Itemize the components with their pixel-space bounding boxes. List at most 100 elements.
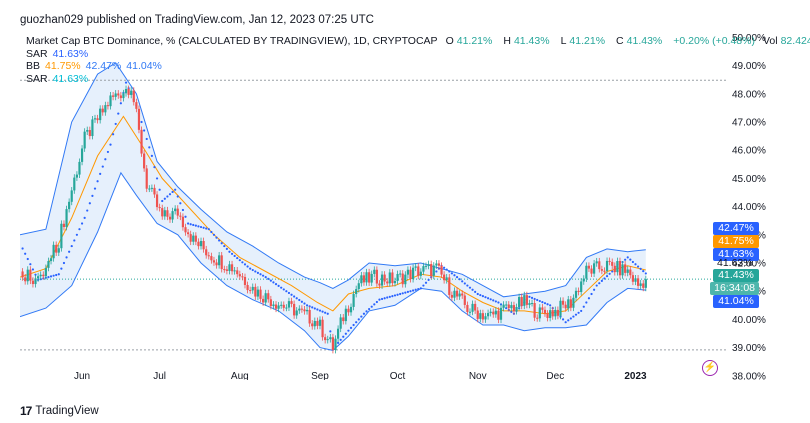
sar-dot	[463, 282, 466, 285]
vol-label: Vol	[762, 35, 778, 47]
footer-brand: 17 TradingView	[20, 404, 99, 418]
sar-dot	[631, 260, 635, 264]
sar-dot	[383, 297, 386, 300]
sar-dot	[329, 330, 332, 333]
sar-dot	[644, 272, 647, 275]
candle-body	[580, 281, 583, 293]
sar-dot	[31, 268, 35, 271]
sar-dot	[57, 273, 60, 276]
sar-dot	[109, 143, 112, 146]
sar-value: 41.63%	[52, 47, 89, 60]
chart-area[interactable]: 50.00% 49.00% 48.00% 47.00% 46.00% 45.00% 44.0…	[20, 29, 802, 380]
legend-bb-row[interactable]: BB 41.75% 42.47% 41.04%	[26, 60, 810, 73]
bb-lower-value: 41.04%	[126, 60, 162, 72]
candle-body	[150, 187, 153, 189]
candle-body	[207, 255, 210, 257]
sar2-value: 41.63%	[52, 72, 89, 85]
sar-dot	[246, 265, 249, 268]
sar-dot	[386, 296, 389, 299]
candle-body	[161, 208, 164, 217]
tradingview-logo-icon: 17	[20, 404, 32, 418]
legend-sar-row[interactable]: SAR 41.63%	[26, 48, 810, 61]
candle-body	[210, 256, 213, 261]
lightning-icon[interactable]: ⚡	[702, 360, 718, 376]
candle-body	[305, 309, 309, 312]
candle-body	[236, 270, 239, 275]
sar-dot	[153, 166, 156, 169]
sar-dot	[634, 263, 637, 266]
sar-dot	[181, 208, 185, 212]
candle-body	[512, 305, 516, 312]
candle-body	[448, 277, 451, 295]
legend-sar2-row[interactable]: SAR 41.63%	[26, 73, 810, 86]
y-tick-label: 47.00%	[732, 118, 766, 129]
sar-dot	[536, 298, 539, 302]
candle-body	[197, 241, 200, 247]
candle-body	[106, 105, 110, 107]
sar-dot	[256, 271, 260, 274]
sar-dot	[179, 202, 182, 205]
sar-dot	[52, 274, 55, 277]
candle-body	[572, 297, 575, 308]
sar-dot	[73, 239, 76, 242]
sar-dot	[593, 288, 596, 291]
sar-dot	[259, 273, 262, 276]
sar-dot	[111, 133, 115, 136]
sar-dot	[435, 270, 438, 273]
candle-body	[437, 263, 441, 266]
candle-body	[228, 264, 231, 271]
candle-body	[479, 313, 482, 319]
candle-body	[189, 234, 192, 242]
y-tick-label: 48.00%	[732, 89, 766, 100]
x-tick-label: Jul	[153, 371, 166, 380]
sar-dot	[399, 292, 402, 296]
sar-dot	[595, 284, 598, 287]
candle-body	[502, 304, 505, 308]
sar-dot	[574, 313, 578, 316]
x-tick-label: Jun	[74, 371, 90, 380]
sar-label: SAR	[26, 47, 48, 60]
candle-body	[463, 295, 466, 305]
x-tick-label: Oct	[390, 371, 406, 380]
sar-dot	[223, 244, 226, 248]
sar2-label: SAR	[26, 72, 48, 85]
bb-lower-line	[20, 171, 646, 351]
chart-legend: Market Cap BTC Dominance, % (CALCULATED …	[26, 35, 810, 85]
sar-dot	[549, 304, 552, 307]
sar-dot	[561, 318, 565, 321]
bb-basis-value: 41.75%	[45, 60, 81, 72]
sar-dot	[91, 194, 94, 198]
candle-body	[388, 272, 391, 284]
candle-body	[636, 278, 640, 286]
candle-body	[140, 129, 143, 154]
sar-dot	[476, 292, 479, 296]
candle-body	[499, 307, 503, 320]
sar-dot	[510, 310, 513, 313]
sar-dot	[207, 228, 210, 231]
price-chart[interactable]: 50.00% 49.00% 48.00% 47.00% 46.00% 45.00% 44.0…	[20, 29, 802, 380]
sar-dot	[543, 302, 547, 305]
y-tick-label: 49.00%	[732, 61, 766, 72]
low-value: 41.21%	[569, 35, 606, 47]
candle-body	[406, 269, 410, 275]
sar-dot	[99, 172, 102, 176]
sar-dot	[528, 295, 531, 298]
candle-body	[269, 299, 272, 307]
sar-dot	[238, 259, 241, 262]
candle-body	[414, 266, 417, 268]
y-tick-label: 44.00%	[732, 202, 766, 213]
sar-dot	[261, 274, 265, 277]
high-label: H	[503, 35, 511, 47]
symbol-title[interactable]: Market Cap BTC Dominance, % (CALCULATED …	[26, 35, 438, 47]
candle-body	[37, 276, 40, 279]
sar-dot	[80, 222, 84, 225]
sar-dot	[411, 289, 415, 292]
candle-body	[538, 307, 541, 319]
sar-dot	[78, 228, 81, 231]
candle-body	[432, 265, 435, 276]
y-tick-label: 50.00%	[732, 33, 766, 44]
candle-body	[24, 277, 27, 282]
sar-dot	[60, 267, 63, 270]
candle-body	[243, 276, 247, 285]
candle-body	[220, 255, 223, 270]
